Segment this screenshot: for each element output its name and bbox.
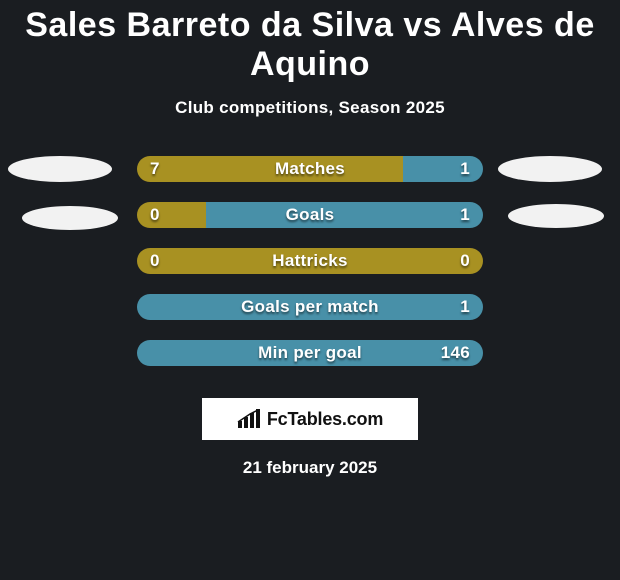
bar-track <box>137 202 483 228</box>
value-right: 1 <box>460 202 470 228</box>
subtitle: Club competitions, Season 2025 <box>0 98 620 118</box>
bar-left-segment <box>137 248 483 274</box>
stat-row: 0 Hattricks 0 <box>0 248 620 294</box>
value-right: 1 <box>460 156 470 182</box>
value-left: 0 <box>150 202 160 228</box>
stat-row: 7 Matches 1 <box>0 156 620 202</box>
value-right: 0 <box>460 248 470 274</box>
comparison-panel: Sales Barreto da Silva vs Alves de Aquin… <box>0 0 620 580</box>
date-label: 21 february 2025 <box>0 458 620 478</box>
bar-track <box>137 248 483 274</box>
bar-left-segment <box>137 202 206 228</box>
value-right: 146 <box>441 340 470 366</box>
bar-track <box>137 340 483 366</box>
bar-left-segment <box>137 156 403 182</box>
attribution-text: FcTables.com <box>267 409 383 430</box>
bar-right-segment <box>206 202 483 228</box>
value-left: 0 <box>150 248 160 274</box>
page-title: Sales Barreto da Silva vs Alves de Aquin… <box>0 6 620 84</box>
bar-track <box>137 294 483 320</box>
bar-track <box>137 156 483 182</box>
stat-row: Goals per match 1 <box>0 294 620 340</box>
stat-row: 0 Goals 1 <box>0 202 620 248</box>
attribution-logo: FcTables.com <box>202 398 418 440</box>
stat-row: Min per goal 146 <box>0 340 620 386</box>
value-left: 7 <box>150 156 160 182</box>
bar-right-segment <box>403 156 483 182</box>
value-right: 1 <box>460 294 470 320</box>
bar-right-segment <box>137 294 483 320</box>
bar-chart-icon <box>237 409 261 429</box>
stats-stage: 7 Matches 1 0 Goals 1 0 Hattricks 0 <box>0 156 620 478</box>
bar-right-segment <box>137 340 483 366</box>
